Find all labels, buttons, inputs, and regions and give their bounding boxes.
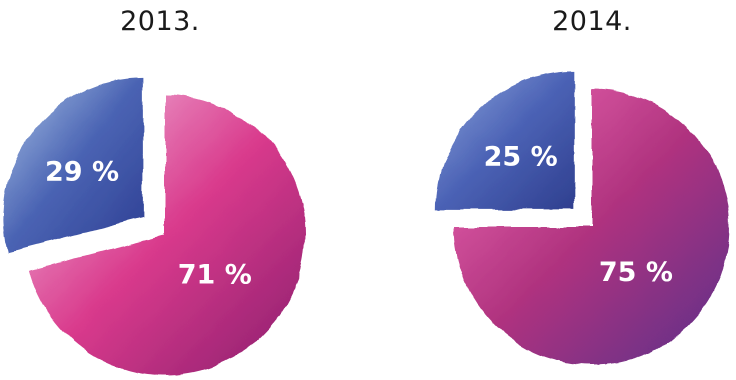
pie-slice-1-1: [454, 89, 730, 365]
chart-title-2013: 2013.: [120, 6, 200, 37]
pie-1: 25 % 75 %: [436, 71, 730, 365]
chart-title-2014: 2014.: [552, 6, 632, 37]
slice-label-1-1: 75 %: [599, 257, 673, 288]
pie-slice-0-1: [29, 95, 306, 375]
slice-label-0-1: 71 %: [178, 260, 252, 291]
slice-label-1-0: 25 %: [484, 142, 558, 173]
pie-0: 29 % 71 %: [2, 77, 306, 375]
pie-slice-0-0: [2, 77, 143, 253]
pie-slice-1-0: [436, 71, 575, 210]
slice-label-0-0: 29 %: [45, 157, 119, 188]
